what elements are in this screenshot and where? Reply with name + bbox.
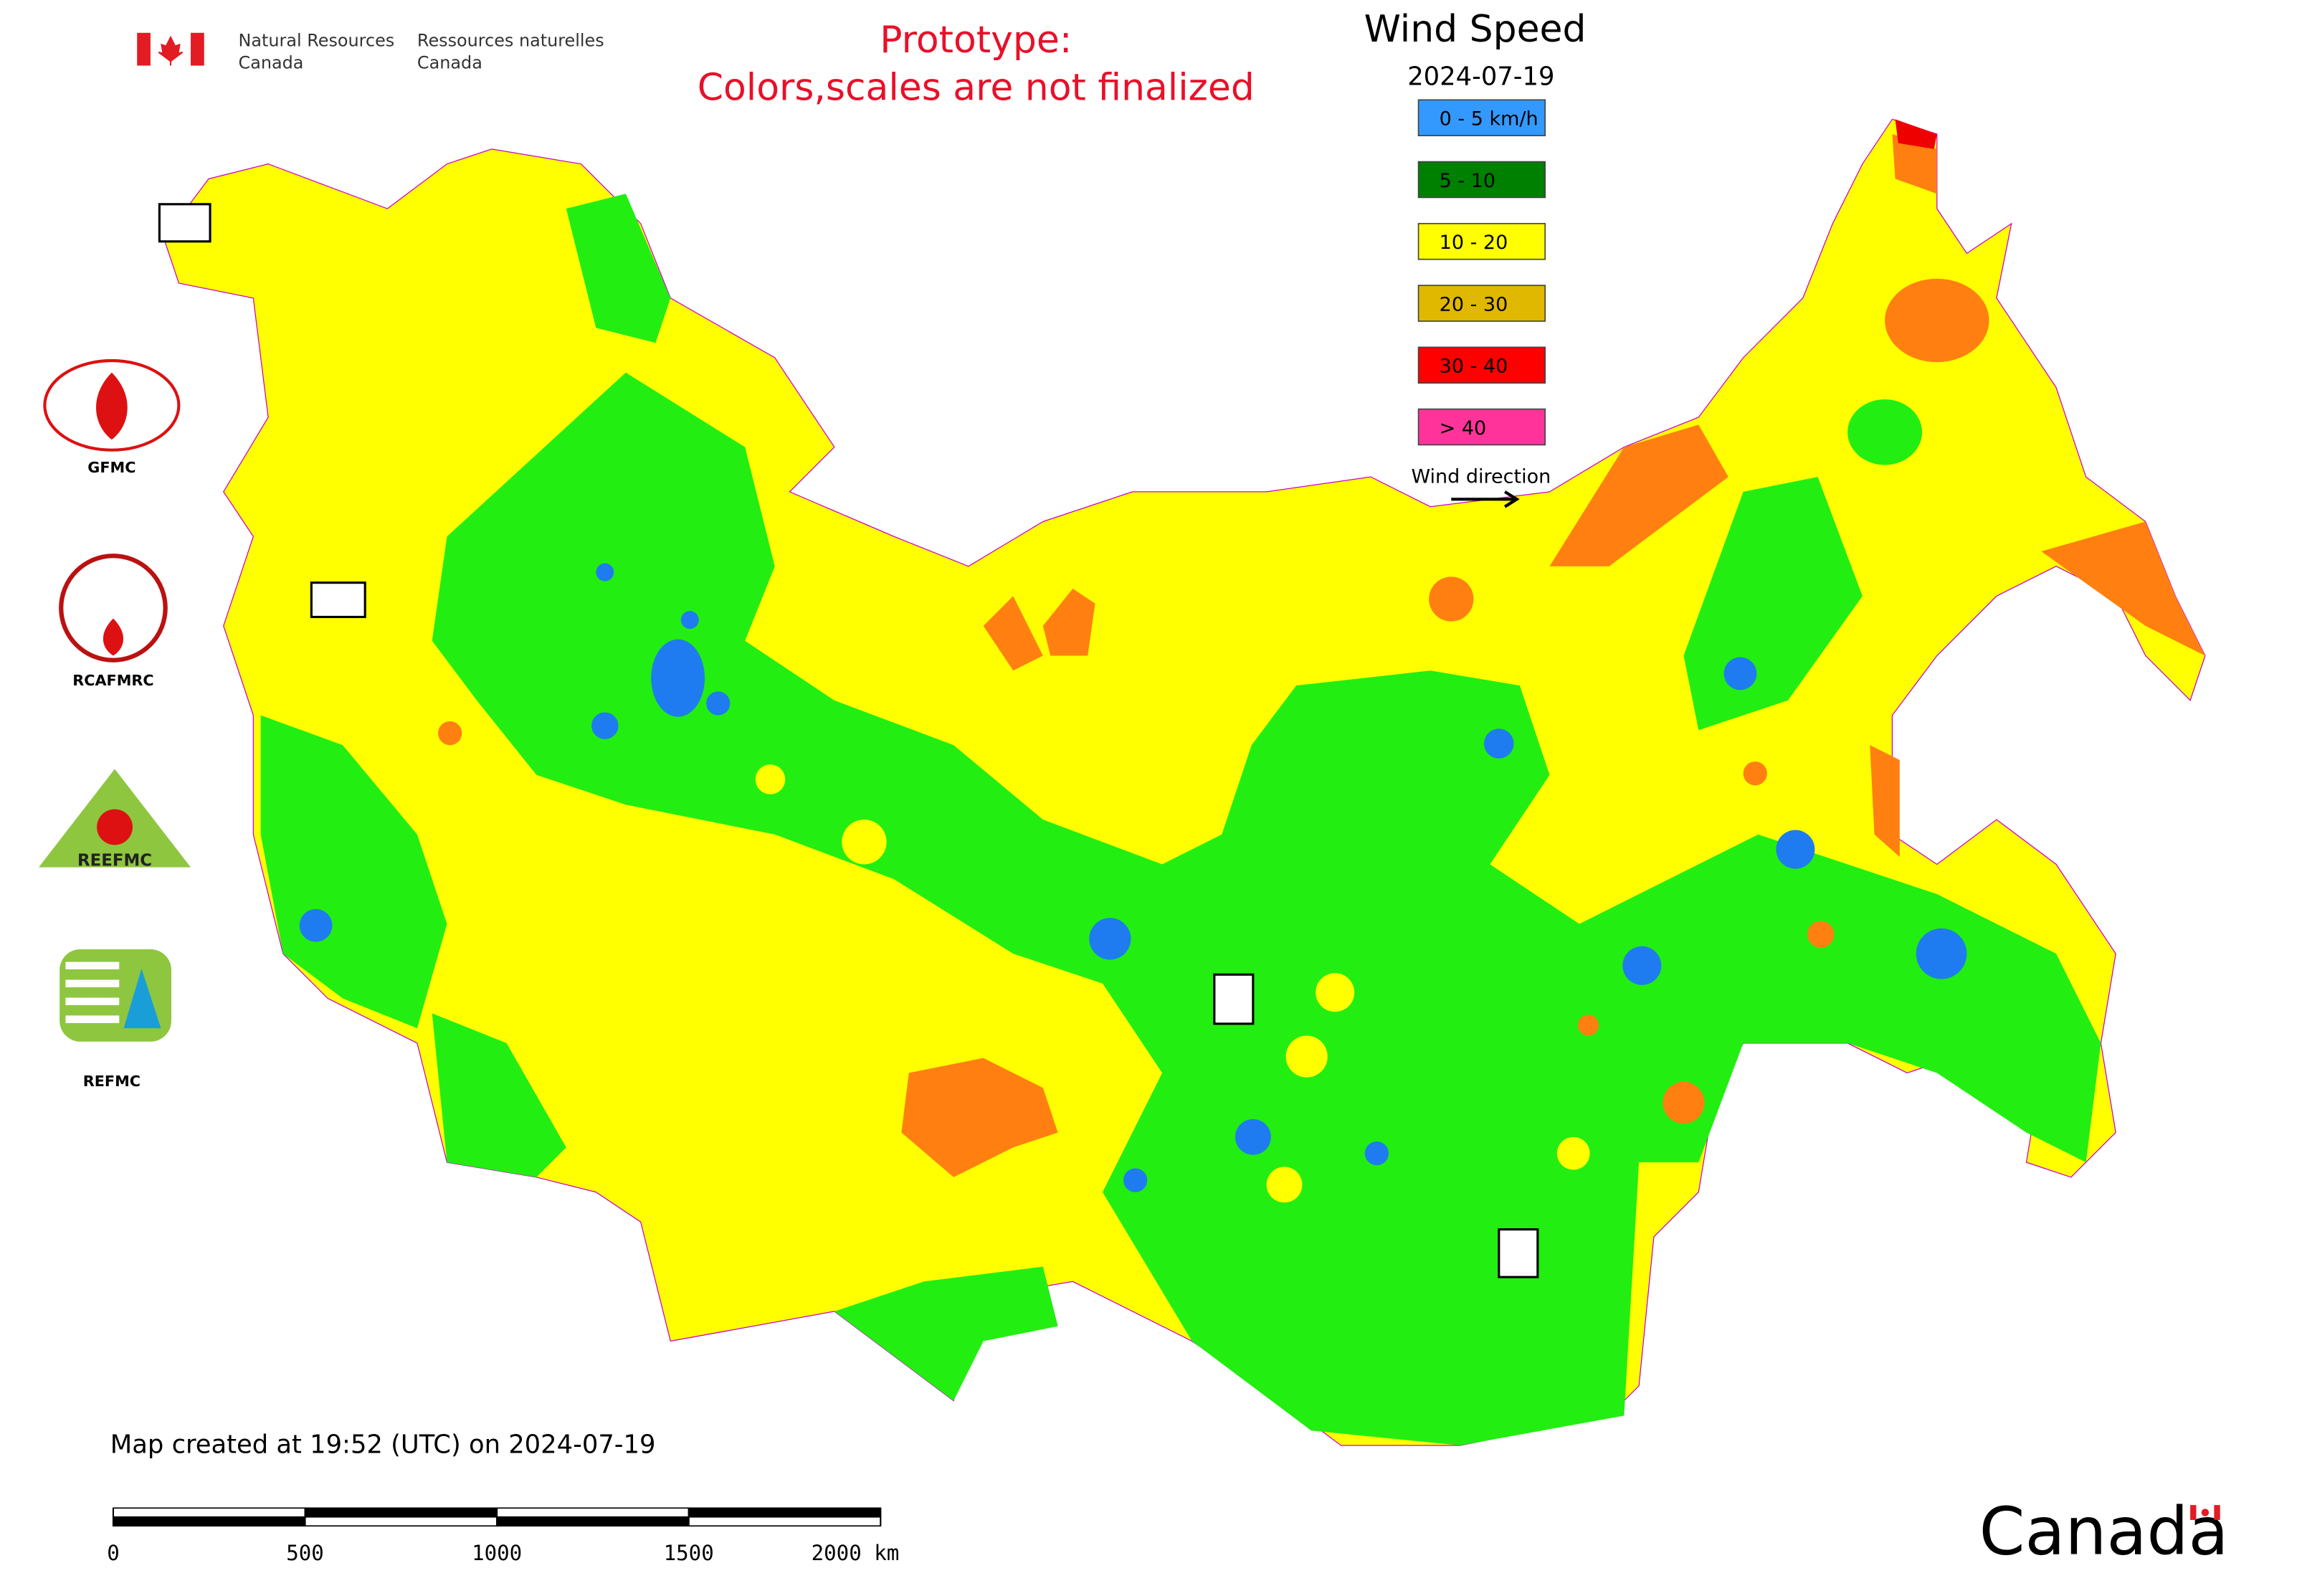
zone-green bbox=[260, 715, 447, 1029]
agency-en: Canada bbox=[239, 53, 304, 73]
flame bbox=[103, 618, 124, 656]
gov-signature: Natural Resources Canada Ressources natu… bbox=[137, 30, 604, 73]
wind-map bbox=[163, 118, 2206, 1446]
scale-segment bbox=[304, 1507, 498, 1518]
partner-logos: GFMC RCAFMRC REEFMC REFMC bbox=[39, 203, 1539, 1278]
zone-orange bbox=[2041, 521, 2205, 656]
flag-bar bbox=[137, 32, 151, 66]
scale-segment bbox=[113, 1507, 306, 1518]
logo-marker bbox=[158, 203, 211, 243]
agency-fr: Ressources naturelles bbox=[417, 30, 604, 50]
zone-green bbox=[432, 1013, 566, 1177]
scale-segment bbox=[304, 1516, 498, 1527]
legend-label: 30 - 40 bbox=[1440, 356, 1508, 378]
logo-label: RCAFMRC bbox=[72, 672, 153, 689]
legend-label: 0 - 5 km/h bbox=[1440, 108, 1538, 130]
scale-label: 0 bbox=[107, 1541, 120, 1565]
flame bbox=[96, 372, 128, 440]
zone-orange bbox=[1870, 745, 1900, 858]
zone-orange bbox=[901, 1058, 1058, 1177]
zone-green bbox=[834, 1266, 1058, 1401]
logo-marker bbox=[310, 581, 366, 619]
direction-arrow bbox=[1451, 490, 1520, 508]
rcafmrc-logo bbox=[59, 554, 168, 662]
zone-orange bbox=[1892, 134, 1937, 194]
legend-label: 5 - 10 bbox=[1440, 170, 1495, 192]
zone-orange bbox=[1549, 424, 1728, 566]
scale-segment bbox=[113, 1516, 306, 1527]
zone-green bbox=[1847, 399, 1923, 465]
agency-fr: Canada bbox=[417, 53, 482, 73]
flag-bar bbox=[191, 32, 204, 66]
zone-orange bbox=[1885, 278, 1989, 363]
logo-stripes bbox=[65, 961, 120, 1023]
logo-marker bbox=[1498, 1228, 1539, 1278]
zone-green bbox=[566, 194, 671, 343]
legend-date: 2024-07-19 bbox=[1407, 62, 1554, 92]
scale-segment bbox=[688, 1507, 882, 1518]
logo-label: REFMC bbox=[83, 1073, 141, 1090]
prototype-notice: Colors,scales are not finalized bbox=[698, 66, 1255, 109]
scale-segment bbox=[688, 1516, 882, 1527]
legend-swatch bbox=[1417, 222, 1546, 260]
maple-leaf bbox=[158, 35, 184, 66]
scale-label: 1000 bbox=[472, 1541, 522, 1565]
orange-spots bbox=[438, 576, 1835, 1124]
wordmark-flag bbox=[2190, 1505, 2220, 1520]
logo-sail bbox=[123, 968, 161, 1029]
scale-label: 1500 bbox=[664, 1541, 714, 1565]
flame bbox=[97, 809, 133, 845]
legend-label: 20 - 30 bbox=[1440, 293, 1508, 315]
gfmc-logo bbox=[43, 358, 181, 452]
zone-green bbox=[432, 372, 2101, 1446]
legend-swatch bbox=[1417, 99, 1546, 137]
scale-bar: 0 500 1000 1500 2000 km bbox=[107, 1507, 900, 1565]
logo-label: GFMC bbox=[87, 459, 135, 476]
agency-en: Natural Resources bbox=[239, 30, 395, 50]
logo-marker bbox=[1213, 973, 1255, 1025]
logo-label: REEFMC bbox=[77, 852, 152, 870]
zone-orange bbox=[983, 588, 1095, 671]
legend-swatch bbox=[1417, 408, 1546, 446]
legend-swatch bbox=[1417, 161, 1546, 199]
prototype-notice: Prototype: bbox=[880, 19, 1072, 62]
legend-swatch bbox=[1417, 346, 1546, 384]
legend: Wind Speed 2024-07-19 Wind direction 0 -… bbox=[1364, 8, 1587, 508]
scale-segment bbox=[496, 1516, 690, 1527]
legend-swatch bbox=[1417, 285, 1546, 322]
scale-segment bbox=[496, 1507, 690, 1518]
yellow-spots bbox=[633, 764, 1597, 1203]
direction-label: Wind direction bbox=[1411, 465, 1551, 488]
legend-label: 10 - 20 bbox=[1440, 232, 1508, 254]
created-note: Map created at 19:52 (UTC) on 2024-07-19 bbox=[110, 1430, 656, 1459]
zone-red bbox=[1895, 119, 1937, 149]
legend-title: Wind Speed bbox=[1364, 8, 1587, 51]
scale-label: 500 bbox=[286, 1541, 324, 1565]
canada-wordmark: Canada bbox=[1979, 1493, 2229, 1570]
legend-label: > 40 bbox=[1440, 417, 1487, 440]
blue-spots bbox=[299, 563, 1967, 1192]
scale-label: 2000 km bbox=[812, 1541, 900, 1565]
